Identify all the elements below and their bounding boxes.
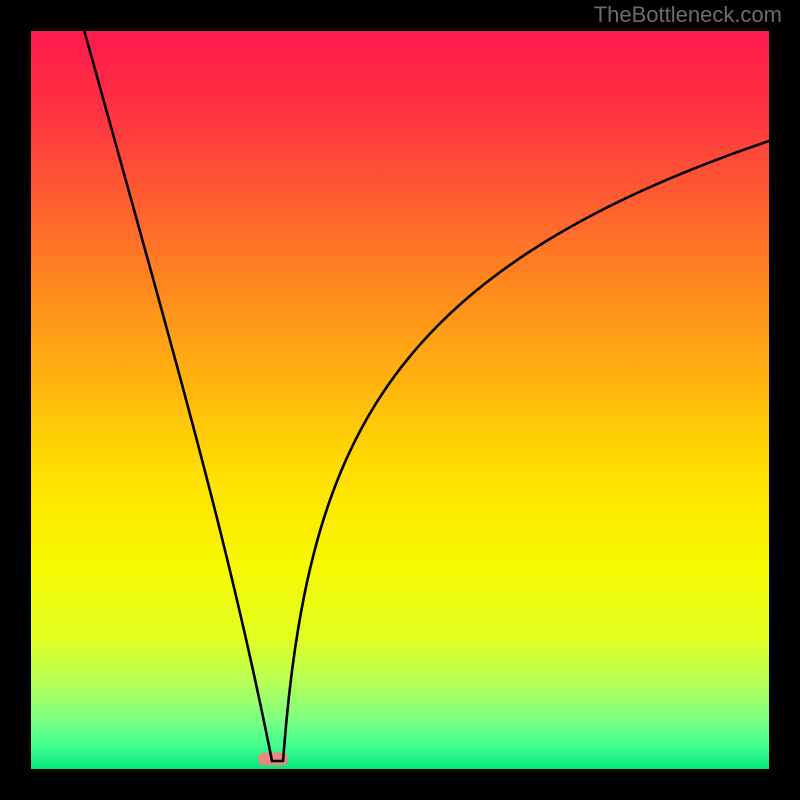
- gradient-background: [31, 31, 769, 769]
- chart-svg: [31, 31, 769, 769]
- watermark-text: TheBottleneck.com: [594, 2, 782, 28]
- plot-area: [31, 31, 769, 769]
